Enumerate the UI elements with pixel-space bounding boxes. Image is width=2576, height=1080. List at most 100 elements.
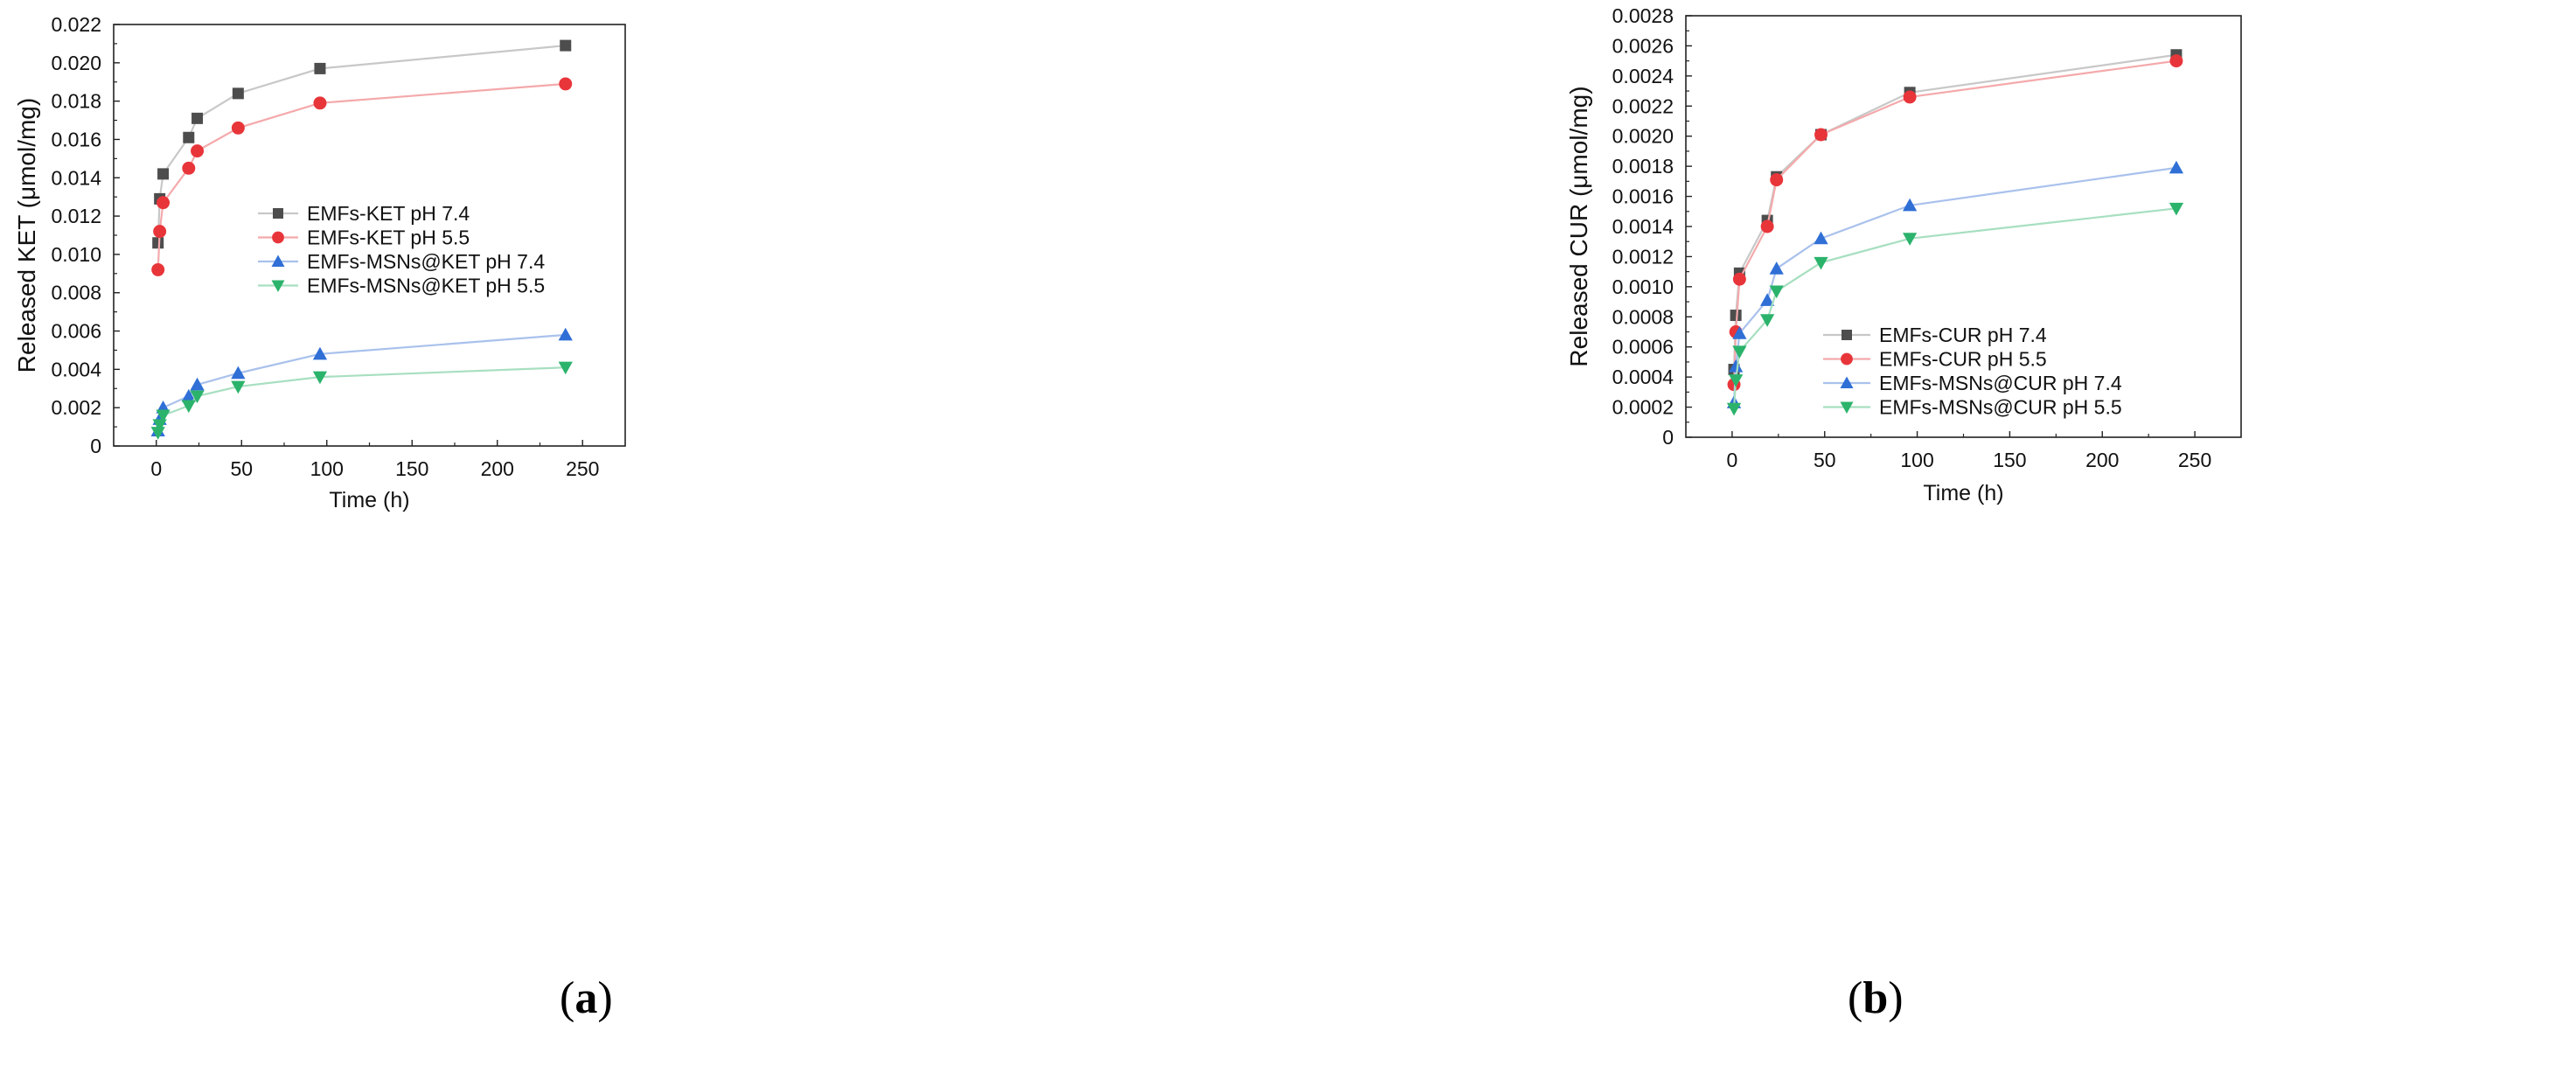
chart-b-data-point xyxy=(1729,359,1744,373)
chart-b-y-tick-label: 0.0020 xyxy=(1612,125,1674,148)
chart-a-legend-label: EMFs-KET pH 5.5 xyxy=(307,226,470,249)
chart-a-y-tick-label: 0.002 xyxy=(51,396,101,419)
chart-b-legend-label: EMFs-CUR pH 5.5 xyxy=(1879,348,2047,371)
chart-a-y-axis: 0 0.002 0.004 0.006 0.008 0.010 0.012 0.014 0.01… xyxy=(51,13,120,457)
chart-a-data-point xyxy=(152,237,164,249)
panel-label-b-letter: b xyxy=(1862,973,1889,1023)
chart-b-y-tick-label: 0.0028 xyxy=(1612,4,1674,27)
chart-a-y-tick-label: 0.008 xyxy=(51,282,101,304)
chart-a-data-point xyxy=(190,390,205,404)
chart-b-data-point xyxy=(1770,173,1784,187)
chart-a-x-axis: 0 50 100 150 200 250 xyxy=(150,440,599,480)
chart-b-y-tick-label: 0.0010 xyxy=(1612,275,1674,298)
chart-a-series-4 xyxy=(150,361,573,440)
chart-a-data-point xyxy=(191,144,205,158)
chart-b-legend-marker xyxy=(1840,376,1854,388)
chart-b-legend-marker xyxy=(1840,401,1854,414)
chart-b-x-axis-title: Time (h) xyxy=(1923,481,2003,505)
chart-b-y-tick-label: 0.0008 xyxy=(1612,305,1674,328)
chart-a-data-point xyxy=(231,366,246,380)
chart-a-x-tick-label: 50 xyxy=(230,457,253,480)
chart-b-data-point xyxy=(2169,160,2184,174)
chart-a-y-tick-label: 0.022 xyxy=(51,13,101,36)
chart-a-data-point xyxy=(190,377,205,391)
chart-b-y-tick-label: 0.0012 xyxy=(1612,245,1674,268)
chart-a-data-point xyxy=(157,168,170,180)
chart-b-data-point xyxy=(2169,54,2183,68)
chart-b-legend-marker xyxy=(1841,330,1852,340)
chart-a-y-tick-label: 0.020 xyxy=(51,52,101,74)
chart-a-x-tick-label: 250 xyxy=(566,457,599,480)
chart-b-x-tick-label: 150 xyxy=(1993,449,2026,471)
chart-a-data-point xyxy=(312,346,328,360)
chart-b-data-point xyxy=(1730,310,1742,322)
chart-a-data-point xyxy=(157,196,171,210)
chart-a-data-point xyxy=(231,121,245,135)
chart-a-y-tick-label: 0 xyxy=(90,435,101,457)
chart-a-legend-marker xyxy=(273,208,283,219)
chart-b-x-tick-label: 250 xyxy=(2178,449,2211,471)
chart-a-y-tick-label: 0.016 xyxy=(51,128,101,150)
chart-a-data-point xyxy=(558,327,573,341)
chart-a-legend-label: EMFs-KET pH 7.4 xyxy=(307,202,470,225)
chart-b-data-point xyxy=(1769,261,1784,275)
chart-a-series-line xyxy=(157,366,566,433)
chart-b-y-tick-label: 0.0016 xyxy=(1612,185,1674,208)
chart-b-series-3 xyxy=(1726,160,2184,408)
chart-b-data-point xyxy=(1760,293,1775,306)
chart-b-legend-label: EMFs-CUR pH 7.4 xyxy=(1879,324,2047,346)
chart-a-series-2 xyxy=(151,77,573,276)
chart-a-legend-marker xyxy=(272,231,284,244)
chart-a-x-tick-label: 150 xyxy=(395,457,428,480)
chart-b-legend-label: EMFs-MSNs@CUR pH 7.4 xyxy=(1879,372,2122,394)
chart-a-y-axis-title: Released KET (μmol/mg) xyxy=(13,98,40,373)
chart-b-series-line xyxy=(1732,53,2177,370)
chart-b-data-point xyxy=(1814,231,1828,245)
chart-b-y-tick-label: 0.0014 xyxy=(1612,215,1674,238)
chart-b-data-point xyxy=(1732,345,1747,359)
chart-a-x-tick-label: 100 xyxy=(310,457,344,480)
chart-a-data-point xyxy=(559,77,573,91)
chart-b-data-point xyxy=(1814,128,1828,142)
chart-a-data-point xyxy=(560,39,572,52)
chart-a-data-point xyxy=(151,262,165,276)
chart-b: 0 0.0002 0.0004 0.0006 0.0008 0.0010 0.0012 0.0… xyxy=(1565,4,2242,505)
chart-a-data-point xyxy=(312,371,328,385)
chart-b-y-axis: 0 0.0002 0.0004 0.0006 0.0008 0.0010 0.0012 0.0… xyxy=(1612,4,1692,449)
chart-b-x-tick-label: 200 xyxy=(2085,449,2119,471)
chart-b-x-tick-label: 50 xyxy=(1814,449,1836,471)
chart-a-data-point xyxy=(183,131,195,143)
chart-a-legend-marker xyxy=(271,254,285,267)
chart-a-data-point xyxy=(182,161,196,175)
chart-b-series-4 xyxy=(1726,202,2184,416)
chart-b-data-point xyxy=(1903,90,1917,104)
chart-b-data-point xyxy=(1769,285,1784,299)
chart-a-y-tick-label: 0.004 xyxy=(51,358,101,380)
chart-b-data-point xyxy=(1760,314,1775,327)
panel-label-a-letter: a xyxy=(574,973,598,1023)
chart-b-x-axis: 0 50 100 150 200 250 xyxy=(1727,431,2211,471)
chart-a-data-point xyxy=(231,380,246,394)
chart-a-data-point xyxy=(558,361,573,375)
chart-b-y-tick-label: 0 xyxy=(1662,426,1674,449)
chart-b-data-point xyxy=(1902,233,1918,246)
chart-a-data-point xyxy=(152,419,167,433)
chart-a-y-tick-label: 0.012 xyxy=(51,205,101,227)
chart-b-data-point xyxy=(1729,374,1744,387)
chart-a-y-tick-label: 0.010 xyxy=(51,243,101,266)
chart-b-series-line xyxy=(1732,59,2177,385)
chart-b-data-point xyxy=(1732,272,1746,286)
chart-a-series-3 xyxy=(150,327,573,436)
chart-b-data-point xyxy=(2169,202,2184,216)
chart-a-y-tick-label: 0.006 xyxy=(51,320,101,343)
chart-b-y-tick-label: 0.0022 xyxy=(1612,94,1674,117)
chart-a-y-tick-label: 0.014 xyxy=(51,166,101,189)
chart-a-x-tick-label: 0 xyxy=(150,457,162,480)
chart-a-series-line xyxy=(157,333,566,431)
chart-b-y-tick-label: 0.0024 xyxy=(1612,65,1674,87)
chart-a-x-tick-label: 200 xyxy=(481,457,514,480)
chart-b-legend-label: EMFs-MSNs@CUR pH 5.5 xyxy=(1879,396,2122,419)
chart-a-data-point xyxy=(232,87,244,100)
